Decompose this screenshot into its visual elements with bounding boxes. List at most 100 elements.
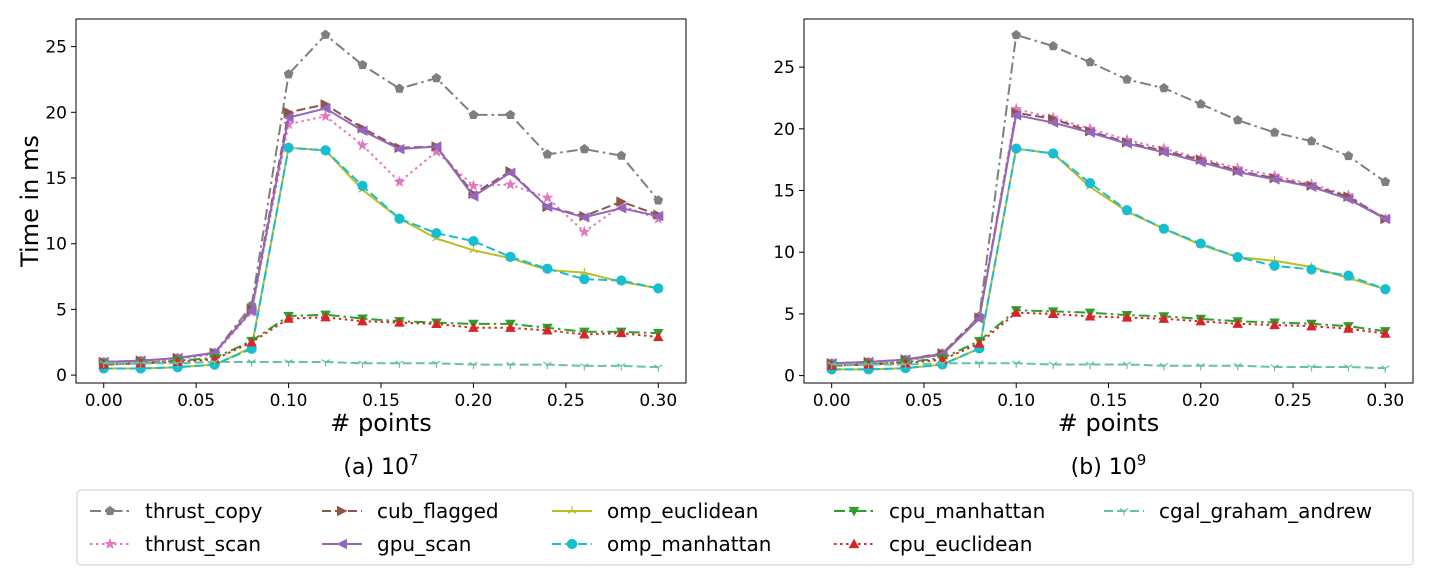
data-point [542,263,553,274]
y-tick-label: 15 [773,182,795,202]
series-line-thrust_scan [103,115,659,365]
data-point [320,145,331,156]
data-point [1084,178,1096,189]
data-point [579,328,590,339]
data-point [1269,260,1280,271]
data-point [1343,270,1354,281]
data-point [136,360,145,368]
y-tick-label: 25 [45,38,67,58]
legend-label: cub_flagged [377,499,499,523]
legend-label: cpu_euclidean [889,532,1032,556]
data-point [541,201,553,213]
x-tick-label: 0.10 [270,391,308,411]
data-point [580,268,589,276]
y-tick-label: 5 [56,300,67,320]
data-point [283,142,294,153]
data-point [1232,318,1243,328]
legend-label: omp_manhattan [607,532,771,556]
data-point [1047,308,1059,318]
data-point [430,141,442,152]
data-point [653,364,663,372]
data-point [1195,238,1206,249]
data-point [1306,181,1317,193]
data-point [431,318,442,328]
data-point [578,212,590,223]
data-point [284,359,293,367]
data-point [901,361,910,370]
x-tick-label: 0.20 [1182,391,1220,411]
series-line-thrust_copy [103,33,660,363]
legend-entry-cpu_euclidean: cpu_euclidean [834,532,1032,556]
data-point [1010,307,1022,317]
data-point [1232,252,1243,263]
y-tick-label: 25 [773,58,795,78]
series-omp_manhattan [98,142,664,374]
data-point [579,143,590,154]
data-point [282,117,295,130]
legend-label: thrust_scan [145,532,261,556]
data-point [617,363,626,371]
data-point [1048,41,1058,51]
legend-marker [1119,508,1129,516]
subfigure-caption: (a) 107 [343,451,418,480]
series-cub_flagged [826,107,1391,369]
data-point [652,210,664,222]
data-point [1047,117,1059,128]
data-point [283,112,294,123]
data-point [616,196,627,207]
series-line-thrust_scan [831,107,1386,366]
data-point [1011,143,1022,154]
series-omp_manhattan [826,143,1391,375]
data-point [468,109,479,120]
series-line-omp_euclidean [831,147,1386,371]
series-line-gpu_scan [831,114,1386,365]
legend-box [76,489,1414,566]
y-tick-label: 10 [45,235,67,255]
plot-area [97,29,665,374]
data-point [358,360,367,368]
series-gpu_scan [826,109,1391,369]
x-tick-label: 0.10 [997,391,1035,411]
legend-marker [567,506,577,514]
data-point [357,315,368,326]
data-point [357,59,368,70]
series-line-omp_manhattan [831,147,1386,371]
data-point [1121,138,1132,149]
data-point [321,359,330,367]
data-point [357,125,368,136]
data-point [1269,127,1280,137]
series-line-cub_flagged [103,103,659,363]
data-point [1269,319,1280,330]
series-line-cgal_graham_andrew [831,362,1386,370]
data-point [468,322,479,332]
y-tick-label: 10 [773,243,795,263]
data-point [1121,312,1133,322]
data-point [1159,362,1169,371]
data-point [283,69,294,79]
data-point [543,361,552,370]
legend-marker [336,538,348,550]
data-point [1196,362,1206,371]
data-point [1379,213,1391,225]
data-point [468,235,479,247]
data-point [1158,223,1169,234]
axes-frame [75,18,687,384]
data-point [616,275,627,286]
data-point [579,274,590,285]
data-point [1084,127,1096,138]
legend-entry-cpu_manhattan: cpu_manhattan [834,499,1045,523]
data-point [506,361,515,370]
y-tick-label: 20 [773,120,795,140]
series-omp_euclidean [99,143,663,372]
data-point [431,73,442,83]
x-tick-label: 0.00 [85,391,123,411]
axes-frame [803,18,1414,384]
data-point [1122,74,1132,84]
data-point [319,109,332,122]
data-point [541,191,554,203]
series-line-cpu_manhattan [831,309,1386,367]
legend-label: omp_euclidean [607,499,758,523]
data-point [653,283,664,294]
y-tick-label: 20 [45,103,67,123]
